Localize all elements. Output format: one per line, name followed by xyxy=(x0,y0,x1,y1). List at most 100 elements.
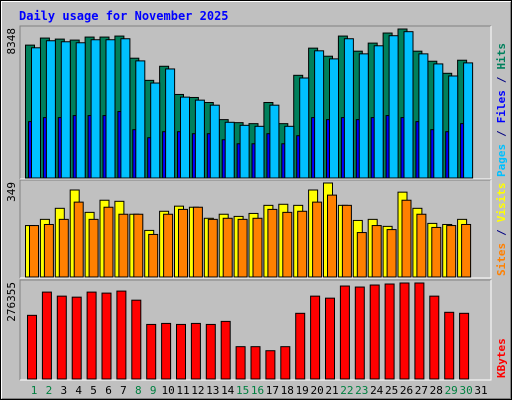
bar xyxy=(75,42,86,179)
bar xyxy=(178,208,188,278)
x-tick-label: 21 xyxy=(325,384,338,397)
bar xyxy=(190,322,201,380)
bar xyxy=(105,39,116,179)
x-tick-label: 3 xyxy=(60,384,67,397)
bar xyxy=(461,223,472,278)
bar xyxy=(310,295,321,380)
x-tick-label: 1 xyxy=(31,384,38,397)
legend-separator: / xyxy=(495,76,508,83)
bar xyxy=(325,297,335,380)
bar xyxy=(41,291,52,380)
bar xyxy=(101,292,112,380)
bar xyxy=(194,99,205,179)
bar xyxy=(444,311,455,380)
x-tick-label: 9 xyxy=(150,384,157,397)
bar xyxy=(356,232,367,278)
bar xyxy=(463,62,474,179)
x-tick-label: 4 xyxy=(75,384,82,397)
bar xyxy=(209,104,220,179)
bar xyxy=(371,225,382,278)
bar xyxy=(207,218,218,278)
legend-separator: / xyxy=(495,130,508,137)
bar xyxy=(60,41,71,179)
bar xyxy=(358,53,369,179)
bar xyxy=(180,96,190,179)
x-tick-label: 14 xyxy=(221,384,235,397)
bar xyxy=(71,296,82,380)
bar xyxy=(399,282,410,380)
bar xyxy=(116,290,127,380)
bar xyxy=(235,346,246,380)
legend-entry: Visits xyxy=(495,183,508,223)
bar xyxy=(284,125,295,179)
bar xyxy=(150,82,161,179)
bar xyxy=(386,229,397,278)
bar xyxy=(165,68,176,179)
bar xyxy=(90,39,101,179)
legend-separator: / xyxy=(495,229,508,236)
bar xyxy=(384,283,395,380)
legend-entry: Pages xyxy=(495,144,508,177)
legend-entry: Sites xyxy=(495,243,508,276)
legend-entry: Hits xyxy=(495,43,508,70)
bar xyxy=(282,211,293,278)
bar xyxy=(448,75,459,179)
bar xyxy=(224,121,235,179)
bar xyxy=(133,213,144,278)
bar xyxy=(403,31,414,179)
bar xyxy=(341,204,352,278)
bar xyxy=(56,295,67,380)
x-tick-label: 29 xyxy=(445,384,458,397)
panel-light xyxy=(20,180,492,279)
legend-entry: Files xyxy=(495,90,508,123)
bar xyxy=(31,47,41,179)
x-tick-label: 13 xyxy=(206,384,219,397)
bar xyxy=(237,218,248,278)
legend: Sites / Visits xyxy=(495,183,508,277)
panel-shade xyxy=(19,179,491,278)
x-tick-label: 12 xyxy=(191,384,204,397)
bar xyxy=(295,312,306,380)
bar xyxy=(239,124,250,179)
bar xyxy=(146,323,157,380)
x-tick-label: 20 xyxy=(310,384,323,397)
bar xyxy=(339,285,350,380)
bar xyxy=(120,38,131,179)
x-tick-label: 31 xyxy=(474,384,487,397)
bar xyxy=(250,346,261,380)
y-tick-label: 8348 xyxy=(5,28,18,55)
bar xyxy=(327,194,337,278)
bar xyxy=(431,226,442,278)
bar xyxy=(222,217,233,278)
bar xyxy=(446,225,457,278)
bar xyxy=(192,206,203,278)
bar xyxy=(269,104,280,179)
bar xyxy=(314,50,325,179)
bar xyxy=(280,346,291,380)
bar xyxy=(254,125,265,179)
x-tick-label: 25 xyxy=(385,384,398,397)
x-tick-label: 5 xyxy=(90,384,97,397)
bar xyxy=(73,201,84,278)
bar xyxy=(297,210,308,278)
bar xyxy=(27,314,37,380)
bar xyxy=(205,323,216,380)
x-tick-label: 26 xyxy=(400,384,413,397)
panel-light xyxy=(20,280,492,381)
y-tick-label: 276355 xyxy=(5,282,18,322)
bar xyxy=(161,322,172,380)
bar xyxy=(373,45,384,179)
bar xyxy=(369,284,380,380)
bar xyxy=(45,40,56,179)
bar xyxy=(86,291,97,380)
chart-title: Daily usage for November 2025 xyxy=(19,9,229,23)
x-tick-label: 16 xyxy=(251,384,264,397)
panel-shade xyxy=(19,25,491,179)
bar xyxy=(388,35,399,179)
x-tick-label: 8 xyxy=(135,384,142,397)
bar xyxy=(88,218,99,278)
